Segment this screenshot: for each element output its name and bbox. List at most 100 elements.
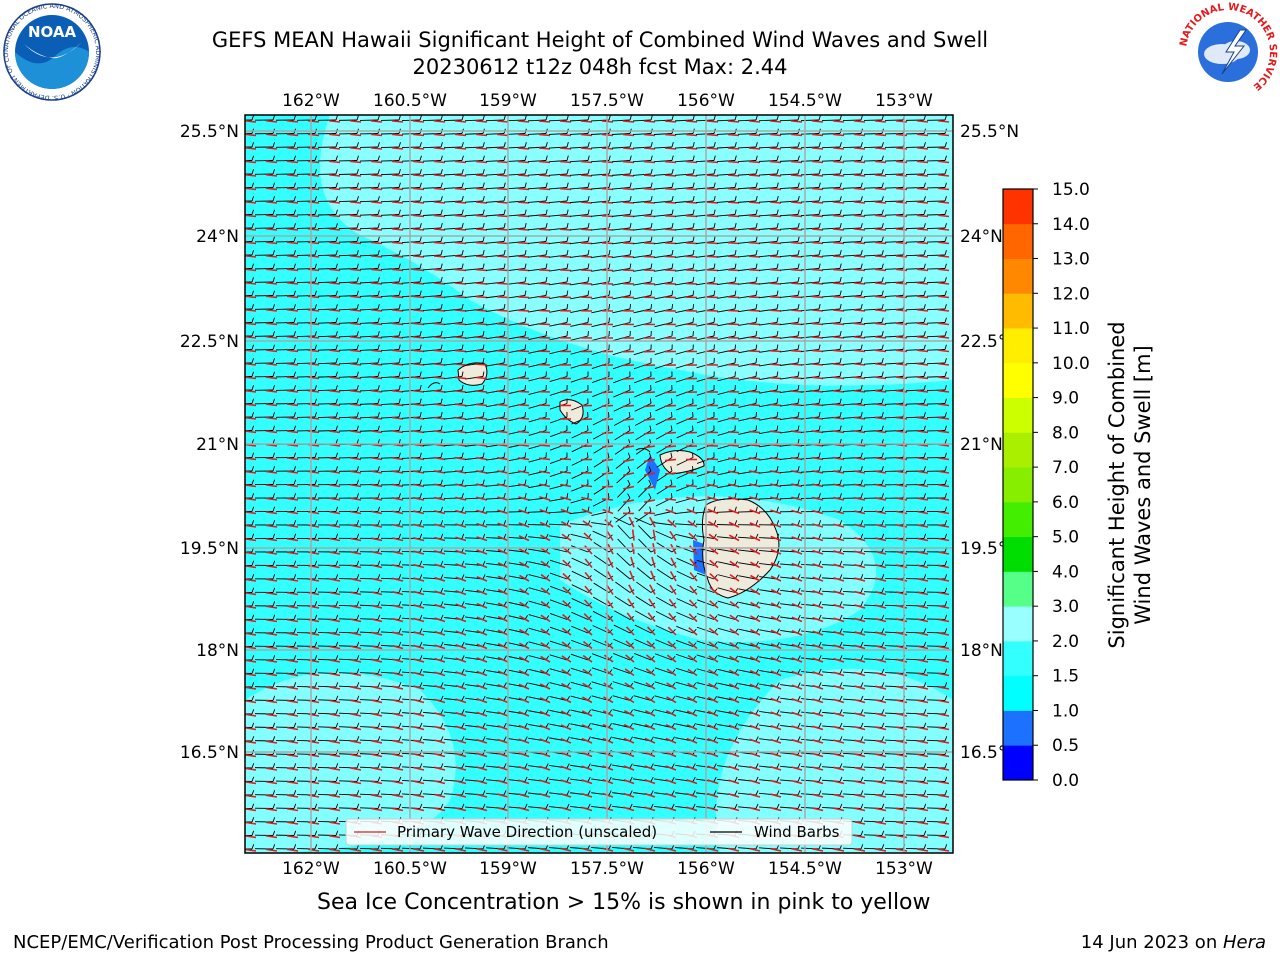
wind-barb (549, 146, 568, 149)
wind-barb-feather (419, 358, 422, 364)
wave-direction-arrow (669, 530, 677, 541)
wind-barb-feather (776, 330, 779, 337)
wave-direction-arrow (685, 201, 698, 204)
wave-direction-arrow (854, 712, 866, 717)
wind-barb (591, 308, 610, 314)
wind-barb (926, 349, 946, 351)
wind-barb (612, 268, 631, 272)
wave-direction-arrow (266, 713, 278, 717)
wind-barb-feather (566, 182, 569, 188)
wave-direction-arrow (561, 655, 572, 663)
wave-direction-arrow (391, 309, 404, 312)
wind-barb (527, 119, 547, 122)
wind-barb-feather (272, 115, 275, 121)
wave-direction-arrow (245, 403, 257, 407)
wind-barb-feather (670, 492, 673, 499)
wind-barb (638, 484, 652, 498)
wind-barb (738, 268, 757, 272)
wind-barb-feather (881, 182, 884, 188)
wind-barb-feather (608, 722, 612, 728)
wind-barb-feather (797, 695, 801, 701)
wave-direction-arrow (454, 187, 467, 191)
wind-barb-feather (335, 641, 339, 647)
wind-barb (801, 254, 820, 257)
wind-barb-feather (629, 303, 632, 310)
wind-barb-feather (251, 385, 254, 391)
wave-direction-arrow (728, 508, 740, 515)
wave-direction-arrow (496, 201, 509, 204)
wind-barb-feather (734, 520, 738, 526)
wind-barb (780, 214, 799, 217)
wind-barb (444, 308, 463, 312)
wind-barb (616, 552, 631, 566)
map-area (245, 115, 953, 853)
wind-barb (822, 349, 841, 352)
wind-barb-feather (377, 290, 380, 296)
wind-barb (612, 322, 631, 328)
wind-barb-feather (881, 344, 884, 350)
wave-direction-arrow (832, 416, 845, 420)
wind-barb-feather (440, 439, 443, 445)
wave-direction-arrow (790, 133, 803, 137)
wind-barb (675, 146, 694, 149)
wind-barb-feather (839, 466, 842, 472)
wind-barb-feather (755, 263, 758, 269)
wave-direction-arrow (496, 336, 509, 339)
wave-direction-arrow (874, 147, 887, 150)
wind-barb (507, 146, 526, 149)
wind-barb-feather (503, 196, 506, 202)
wave-direction-arrow (875, 483, 887, 488)
wave-direction-arrow (265, 362, 278, 366)
wind-barb-feather (860, 182, 863, 188)
wave-direction-arrow (664, 445, 677, 448)
nws-logo: NATIONAL WEATHER SERVICE (1178, 2, 1278, 100)
wave-direction-arrow (538, 255, 551, 258)
wind-barb-feather (734, 290, 737, 296)
wind-barb-feather (713, 196, 716, 202)
wind-barb-feather (419, 493, 422, 499)
wave-direction-arrow (286, 133, 299, 137)
wind-barb (759, 241, 778, 244)
wave-direction-arrow (916, 173, 929, 177)
wind-barb-feather (482, 290, 485, 296)
wind-barb-feather (692, 736, 696, 742)
wave-direction-arrow (832, 363, 845, 366)
wave-direction-arrow (812, 711, 824, 717)
wind-barb (359, 281, 379, 284)
wave-direction-arrow (349, 133, 362, 137)
wind-barb (443, 133, 463, 135)
wave-direction-arrow (350, 753, 362, 758)
wave-direction-arrow (308, 483, 320, 488)
wind-barb-feather (314, 209, 317, 215)
wind-barb (905, 281, 925, 284)
wave-direction-arrow (370, 335, 383, 339)
wave-direction-arrow (454, 336, 467, 339)
wind-barb-feather (272, 277, 275, 283)
wave-direction-arrow (371, 524, 383, 528)
wind-barb-feather (251, 304, 254, 310)
wind-barb-feather (314, 317, 317, 323)
wave-direction-arrow (623, 445, 635, 449)
wind-barb-feather (545, 223, 548, 229)
wind-barb-feather (503, 277, 506, 283)
wave-direction-arrow (517, 133, 530, 137)
wind-barb-feather (461, 479, 464, 485)
wind-barb-feather (251, 290, 254, 296)
wind-barb-feather (377, 317, 380, 323)
wind-barb-feather (587, 223, 590, 229)
wave-direction-arrow (875, 523, 887, 528)
wave-direction-arrow (811, 268, 824, 272)
wave-direction-arrow (709, 613, 719, 623)
wind-barb-feather (860, 722, 864, 728)
wind-barb-feather (734, 722, 738, 728)
wave-direction-arrow (581, 751, 593, 758)
wave-direction-arrow (833, 523, 845, 528)
wind-barb-feather (293, 263, 296, 269)
wind-barb (822, 268, 841, 271)
wind-barb-feather (440, 506, 443, 512)
wind-barb-feather (776, 115, 779, 121)
wind-barb (549, 535, 568, 539)
wind-barb (843, 308, 862, 311)
wave-direction-arrow (916, 268, 929, 272)
wind-barb (296, 699, 316, 701)
